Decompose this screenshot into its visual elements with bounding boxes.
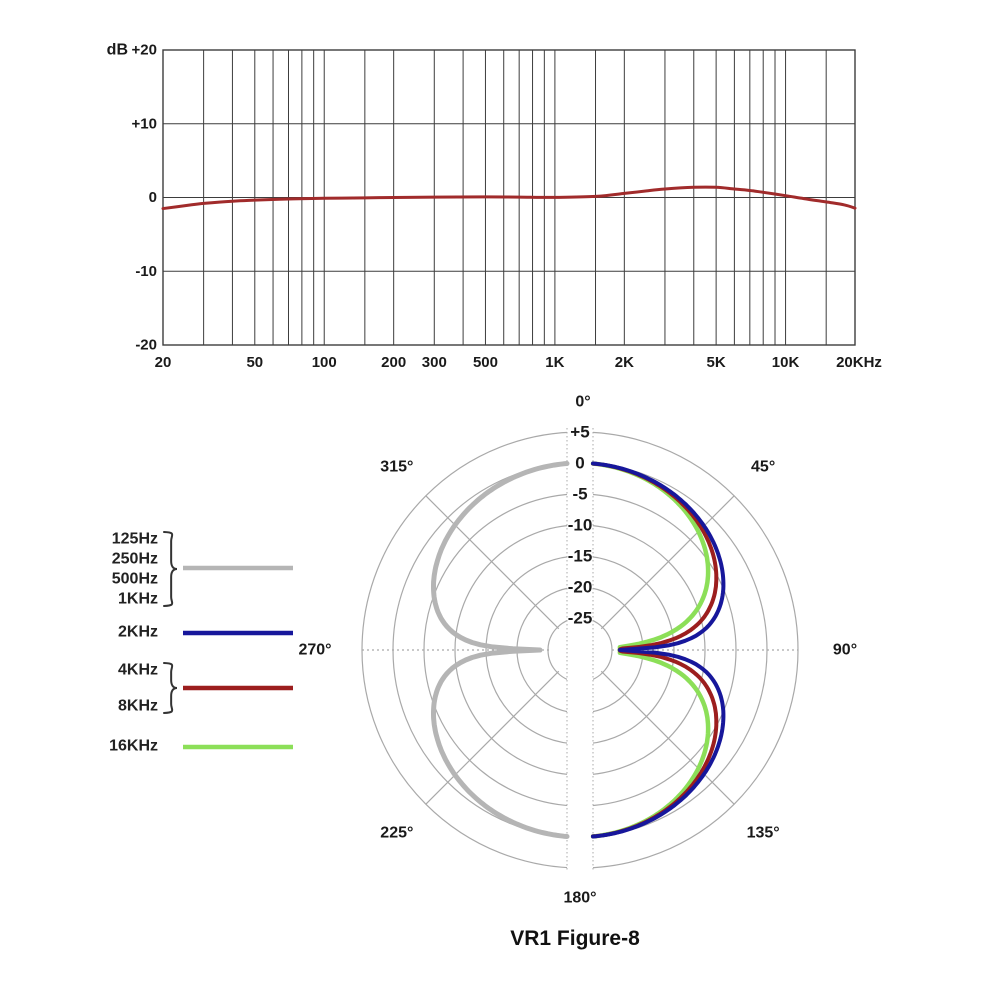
polar-scale-label: -10 bbox=[568, 516, 593, 535]
polar-spoke bbox=[425, 495, 560, 630]
freq-tick-label: 200 bbox=[381, 354, 406, 371]
freq-tick-label: 300 bbox=[422, 354, 447, 371]
legend-label: 1KHz bbox=[118, 591, 158, 608]
plot-border bbox=[162, 49, 856, 346]
db-tick-label: -10 bbox=[135, 263, 157, 280]
polar-center-hole bbox=[550, 620, 610, 680]
polar-scale-label: -5 bbox=[572, 485, 587, 504]
polar-pattern-chart: +5 0 -5 -10 -15 -20 -25 0° 45° 90° 135° 180° 225° 270… bbox=[298, 394, 857, 907]
freq-tick-label: 1K bbox=[545, 354, 564, 371]
legend-brace bbox=[163, 662, 178, 714]
freq-tick-label: 2K bbox=[615, 354, 634, 371]
freq-tick-label: 5K bbox=[707, 354, 726, 371]
freq-tick-label: 10K bbox=[772, 354, 800, 371]
polar-angle-label: 0° bbox=[575, 394, 590, 411]
polar-spoke bbox=[425, 670, 560, 805]
polar-scale-label: +5 bbox=[570, 423, 589, 442]
polar-angle-label: 45° bbox=[751, 458, 775, 475]
legend-label: 8KHz bbox=[118, 698, 158, 715]
legend-label: 250Hz bbox=[112, 551, 158, 568]
db-tick-label: -20 bbox=[135, 337, 157, 354]
polar-scale-label: 0 bbox=[575, 454, 584, 473]
freq-tick-label: 500 bbox=[473, 354, 498, 371]
legend-label: 16KHz bbox=[109, 738, 158, 755]
polar-scale-label: -20 bbox=[568, 578, 593, 597]
polar-angle-label: 225° bbox=[380, 825, 413, 842]
polar-angle-label: 135° bbox=[747, 825, 780, 842]
legend-label: 500Hz bbox=[112, 571, 158, 588]
polar-spoke bbox=[600, 670, 735, 805]
frequency-legend: 125Hz 250Hz 500Hz 1KHz 2KHz 4KHz 8KHz 16KHz bbox=[109, 531, 293, 755]
db-tick-label: 0 bbox=[149, 189, 157, 206]
legend-label: 2KHz bbox=[118, 624, 158, 641]
legend-brace bbox=[163, 531, 178, 607]
db-tick-label: +20 bbox=[132, 42, 157, 59]
polar-curve-2KHz bbox=[591, 461, 726, 839]
polar-scale-label: -15 bbox=[568, 547, 593, 566]
polar-angle-label: 90° bbox=[833, 642, 857, 659]
freq-tick-label: 20KHz bbox=[836, 354, 882, 371]
polar-angle-label: 270° bbox=[298, 642, 331, 659]
polar-scale-label: -25 bbox=[568, 609, 593, 628]
freq-tick-label: 50 bbox=[246, 354, 263, 371]
polar-curve-125Hz-1KHz bbox=[431, 461, 570, 839]
y-axis-unit-label: dB bbox=[107, 42, 128, 59]
freq-tick-label: 20 bbox=[155, 354, 172, 371]
freq-tick-label: 100 bbox=[312, 354, 337, 371]
polar-angle-label: 180° bbox=[563, 890, 596, 907]
frequency-response-curve bbox=[161, 185, 857, 211]
chart-title: VR1 Figure-8 bbox=[510, 927, 640, 950]
legend-label: 125Hz bbox=[112, 531, 158, 548]
legend-label: 4KHz bbox=[118, 662, 158, 679]
db-tick-label: +10 bbox=[132, 115, 157, 132]
polar-spoke bbox=[600, 495, 735, 630]
polar-curve-16KHz bbox=[590, 461, 711, 839]
polar-angle-label: 315° bbox=[380, 458, 413, 475]
